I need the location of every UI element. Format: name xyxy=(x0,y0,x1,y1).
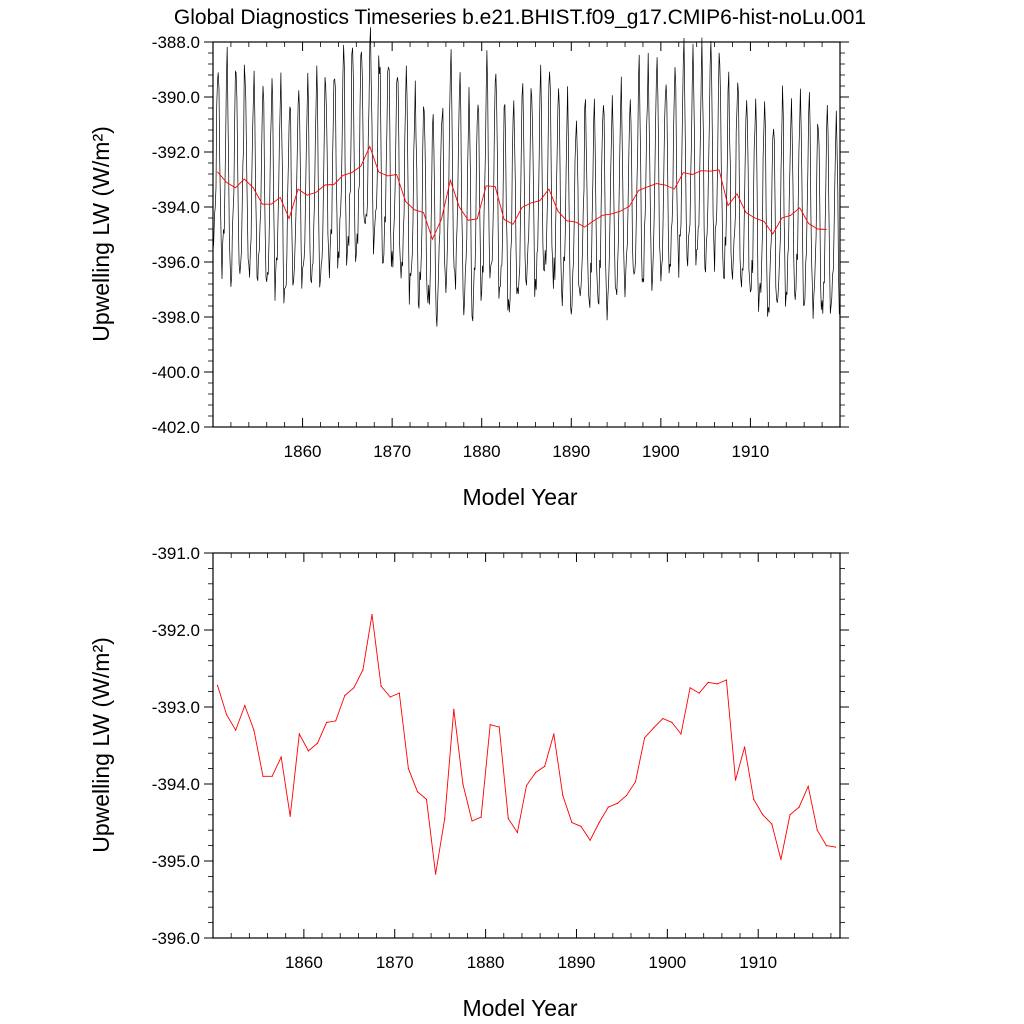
bottom-annual-series-line xyxy=(217,614,836,875)
x-tick-label: 1880 xyxy=(467,953,505,972)
y-tick-label: -396.0 xyxy=(152,929,200,948)
y-tick-label: -396.0 xyxy=(152,253,200,272)
x-tick-label: 1900 xyxy=(648,953,686,972)
y-tick-label: -392.0 xyxy=(152,143,200,162)
bottom-x-axis-title: Model Year xyxy=(462,995,577,1021)
bottom-annual-points xyxy=(216,614,837,875)
bottom-plot-frame xyxy=(212,552,841,939)
top-y-axis-title: Upwelling LW (W/m²) xyxy=(88,126,114,342)
y-tick-label: -398.0 xyxy=(152,308,200,327)
top-x-tick-labels: 1860 1870 1880 1890 1900 1910 xyxy=(284,442,770,461)
bottom-y-axis-title: Upwelling LW (W/m²) xyxy=(88,637,114,853)
x-tick-label: 1870 xyxy=(373,442,411,461)
bottom-ticks xyxy=(204,552,849,939)
y-tick-label: -400.0 xyxy=(152,363,200,382)
x-tick-label: 1890 xyxy=(558,953,596,972)
y-tick-label: -388.0 xyxy=(152,33,200,52)
x-tick-label: 1870 xyxy=(376,953,414,972)
top-panel: 1860 1870 1880 1890 1900 1910 -388.0 -390.0 -39… xyxy=(88,27,849,510)
x-tick-label: 1900 xyxy=(642,442,680,461)
y-tick-label: -391.0 xyxy=(152,544,200,563)
bottom-x-tick-labels: 1860 1870 1880 1890 1900 1910 xyxy=(285,953,777,972)
y-tick-label: -392.0 xyxy=(152,621,200,640)
x-tick-label: 1860 xyxy=(285,953,323,972)
x-tick-label: 1880 xyxy=(463,442,501,461)
chart-title: Global Diagnostics Timeseries b.e21.BHIS… xyxy=(174,6,866,29)
top-annual-series-line xyxy=(217,145,827,241)
y-tick-label: -395.0 xyxy=(152,852,200,871)
bottom-panel: 1860 1870 1880 1890 1900 1910 -391.0-392.0-39… xyxy=(88,544,849,1021)
y-tick-label: -393.0 xyxy=(152,698,200,717)
top-x-axis-title: Model Year xyxy=(462,484,577,510)
top-monthly-series-line xyxy=(212,27,840,327)
x-tick-label: 1910 xyxy=(732,442,770,461)
y-tick-label: -402.0 xyxy=(152,418,200,437)
top-plot-frame xyxy=(212,41,841,428)
x-tick-label: 1890 xyxy=(552,442,590,461)
y-tick-label: -394.0 xyxy=(152,775,200,794)
top-y-tick-labels: -388.0 -390.0 -392.0 -394.0 -396.0 -398.0 -400… xyxy=(152,33,200,437)
bottom-y-tick-labels: -391.0 -392.0 -393.0 -394.0 -395.0 -396.0 xyxy=(152,544,200,948)
x-tick-label: 1860 xyxy=(284,442,322,461)
x-tick-label: 1910 xyxy=(739,953,777,972)
y-tick-label: -390.0 xyxy=(152,88,200,107)
y-tick-label: -394.0 xyxy=(152,198,200,217)
top-ticks xyxy=(204,41,849,428)
